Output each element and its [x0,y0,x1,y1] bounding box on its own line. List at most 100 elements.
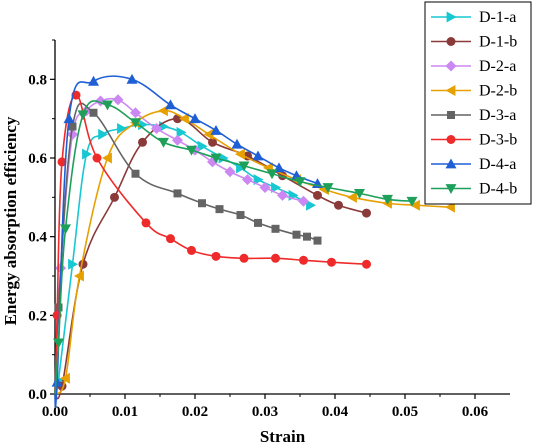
legend-marker [445,60,457,72]
x-tick-label: 0.02 [182,404,208,420]
legend-box [424,1,532,205]
legend-label: D-3-b [479,132,517,149]
data-point [126,73,138,84]
data-point [347,191,357,203]
series-D-2-a [54,94,309,395]
data-point [277,189,288,201]
data-point [172,134,183,146]
legend-label: D-4-b [479,181,517,198]
legend: D-1-a D-1-b D-2-a D-2-b D-3-a D-3-b D-4-a D-4-b [424,1,532,205]
data-point [74,270,84,282]
data-point [138,119,148,131]
x-tick-label: 0.05 [392,404,418,420]
series-layer [51,73,455,408]
series-line [54,75,318,408]
legend-item: D-4-a [431,156,516,173]
data-point [299,255,308,265]
legend-label: D-2-a [479,58,516,75]
data-point [53,338,64,349]
data-point [187,245,196,255]
data-point [236,211,245,220]
data-point [138,137,147,147]
data-point [67,128,78,140]
data-point [306,199,316,211]
data-point [158,137,169,148]
data-point [271,224,280,233]
data-point [210,153,222,164]
legend-marker [447,111,455,119]
data-point [239,253,249,263]
y-tick-label: 0.8 [28,72,47,88]
axes: 0.00 0.01 0.02 0.03 0.04 0.05 0.06 0.0 0.2 0.4 0.6… [28,39,510,420]
legend-label: D-3-a [479,107,516,124]
data-point [218,152,229,164]
data-point [259,182,271,193]
data-point [252,150,264,161]
data-point [215,205,224,214]
data-point [98,128,109,140]
data-point [382,194,393,205]
data-point [92,153,102,163]
data-point [130,118,141,129]
data-point [51,376,63,387]
data-point [165,99,176,110]
legend-label: D-1-a [479,9,516,26]
y-tick-label: 0.0 [28,387,47,403]
data-point [102,100,113,111]
series-D-4-a [51,73,323,408]
data-point [327,257,336,267]
data-point [292,230,301,239]
legend-marker [446,11,457,23]
data-point [166,234,175,244]
data-point [362,208,371,218]
data-point [179,113,189,125]
data-point [60,224,71,235]
data-point [63,113,75,124]
data-point [253,174,264,186]
legend-marker [445,184,457,194]
series-line [54,100,413,395]
legend-label: D-4-a [479,156,516,173]
data-point [68,258,78,270]
data-point [242,174,253,186]
data-point [151,123,162,134]
y-tick-label: 0.6 [28,151,47,167]
legend-item: D-2-a [431,58,516,75]
data-point [186,145,197,156]
data-point [189,113,201,124]
data-point [235,148,245,160]
x-tick-label: 0.06 [462,404,489,420]
data-point [130,107,141,119]
data-point [271,253,280,263]
legend-item: D-1-b [431,34,517,51]
data-point [238,161,250,172]
legend-item: D-3-a [431,107,516,124]
data-point [294,177,306,188]
legend-item: D-4-b [431,181,517,198]
data-point [313,190,322,200]
data-point [210,124,222,135]
data-point [208,137,217,147]
x-tick-label: 0.04 [322,404,349,420]
legend-marker [446,37,456,46]
y-tick-label: 0.4 [28,230,47,246]
data-point [362,259,371,269]
legend-item: D-2-b [431,83,517,100]
x-axis-title: Strain [260,427,306,446]
data-point [410,199,420,211]
data-point [231,138,243,149]
legend-marker [445,85,456,96]
data-point [112,94,124,106]
data-point [68,122,77,131]
data-point [406,196,418,207]
data-point [197,140,208,152]
data-point [271,182,281,193]
series-D-4-b [53,100,418,395]
legend-marker [446,135,456,144]
data-point [173,189,182,198]
data-point [54,303,63,312]
data-point [198,199,206,208]
data-point [82,148,92,160]
data-point [203,128,214,140]
